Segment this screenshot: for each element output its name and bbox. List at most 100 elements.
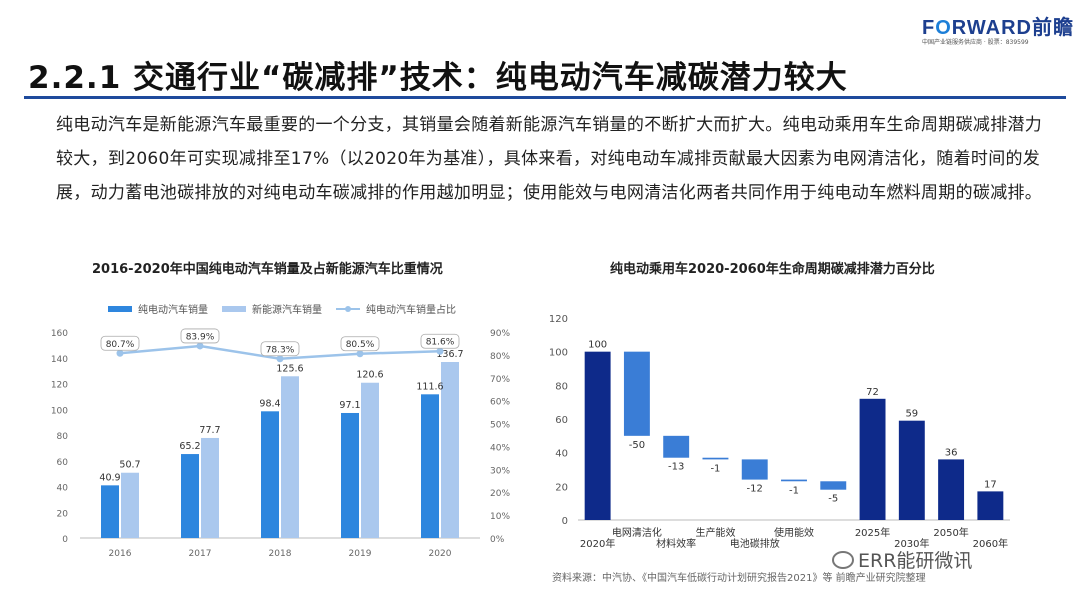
share-label-box bbox=[180, 328, 220, 344]
y2-tick-label: 40% bbox=[490, 443, 510, 453]
legend-label: 新能源汽车销量 bbox=[252, 303, 322, 316]
bar-value-label: 17 bbox=[984, 479, 997, 490]
reduction-bar bbox=[741, 459, 768, 480]
nev-bar bbox=[201, 437, 219, 538]
logo-subtitle: 中国产业链服务供应商 · 股票：839599 bbox=[922, 39, 1029, 46]
bar-value-label: -13 bbox=[668, 462, 684, 473]
share-value-label: 80.7% bbox=[106, 340, 135, 350]
y2-tick-label: 0% bbox=[490, 535, 505, 545]
total-bar bbox=[977, 491, 1004, 520]
wechat-icon bbox=[832, 550, 854, 569]
y2-tick-label: 30% bbox=[490, 466, 510, 476]
chart1-title: 2016-2020年中国纯电动汽车销量及占新能源汽车比重情况 bbox=[92, 262, 443, 277]
reduction-bar bbox=[663, 435, 690, 458]
bev-bar bbox=[261, 411, 279, 538]
y2-tick-label: 80% bbox=[490, 352, 510, 362]
share-point bbox=[276, 355, 284, 363]
bev-value-label: 40.9 bbox=[99, 472, 120, 483]
y-tick-label: 20 bbox=[57, 509, 69, 519]
y-tick-label: 40 bbox=[57, 484, 69, 494]
y-tick-label: 0 bbox=[562, 516, 568, 527]
y-tick-label: 100 bbox=[51, 406, 68, 416]
chart2-title: 纯电动乘用车2020-2060年生命周期碳减排潜力百分比 bbox=[610, 262, 935, 277]
x-tick-label: 2018 bbox=[269, 549, 292, 559]
reduction-bar bbox=[820, 481, 847, 490]
nev-value-label: 125.6 bbox=[276, 363, 303, 374]
bar-value-label: -1 bbox=[710, 463, 720, 474]
bev-bar bbox=[181, 454, 199, 538]
share-label-box bbox=[100, 335, 140, 351]
legend-marker bbox=[345, 306, 351, 312]
y2-tick-label: 60% bbox=[490, 398, 510, 408]
page-title: 2.2.1 交通行业“碳减排”技术：纯电动汽车减碳潜力较大 bbox=[28, 60, 848, 96]
x-tick-label: 电网清洁化 bbox=[612, 526, 662, 539]
y-tick-label: 60 bbox=[555, 415, 568, 426]
share-value-label: 81.6% bbox=[426, 338, 455, 348]
bar-value-label: -1 bbox=[789, 485, 799, 496]
share-point bbox=[436, 347, 444, 355]
total-bar bbox=[938, 459, 965, 520]
bar-value-label: -12 bbox=[747, 484, 763, 495]
y-tick-label: 120 bbox=[549, 314, 568, 325]
bar-value-label: 100 bbox=[588, 340, 607, 351]
reduction-bar bbox=[623, 351, 650, 436]
share-value-label: 83.9% bbox=[186, 332, 215, 342]
y-tick-label: 80 bbox=[57, 432, 69, 442]
nev-value-label: 136.7 bbox=[436, 349, 463, 360]
y2-tick-label: 90% bbox=[490, 329, 510, 339]
legend-label: 纯电动汽车销量 bbox=[138, 303, 208, 316]
y2-tick-label: 50% bbox=[490, 421, 510, 431]
nev-bar bbox=[281, 376, 299, 538]
share-label-box bbox=[260, 341, 300, 357]
reduction-bar bbox=[702, 457, 729, 460]
y-tick-label: 0 bbox=[62, 535, 68, 545]
x-tick-label: 2020 bbox=[429, 549, 452, 559]
nev-bar bbox=[441, 361, 459, 538]
x-tick-label: 2019 bbox=[349, 549, 372, 559]
x-tick-label: 材料效率 bbox=[656, 537, 696, 550]
x-tick-label: 2050年 bbox=[933, 526, 968, 539]
x-tick-label: 2030年 bbox=[894, 537, 929, 550]
y-tick-label: 160 bbox=[51, 329, 68, 339]
nev-value-label: 50.7 bbox=[119, 460, 140, 471]
nev-value-label: 77.7 bbox=[199, 425, 220, 436]
nev-value-label: 120.6 bbox=[356, 370, 383, 381]
y-tick-label: 140 bbox=[51, 355, 68, 365]
bev-sales-chart: 纯电动汽车销量 新能源汽车销量 纯电动汽车销量占比 0 20 40 60 80 100 120 14… bbox=[51, 303, 511, 559]
bev-value-label: 97.1 bbox=[339, 400, 360, 411]
share-label-box bbox=[420, 333, 460, 349]
y-tick-label: 120 bbox=[51, 381, 68, 391]
total-bar bbox=[859, 398, 886, 520]
y-tick-label: 60 bbox=[57, 458, 69, 468]
share-point bbox=[196, 342, 204, 350]
carbon-waterfall-chart: 0 20 40 60 80 100 120 100 2020年 -50 电网清洁化 -13 材料效率 -1… bbox=[549, 314, 1010, 550]
bar-value-label: 36 bbox=[945, 447, 958, 458]
total-bar bbox=[898, 420, 925, 520]
x-tick-label: 2020年 bbox=[580, 537, 615, 550]
x-tick-label: 2017 bbox=[189, 549, 212, 559]
reduction-bar bbox=[781, 479, 807, 482]
x-tick-label: 2016 bbox=[109, 549, 132, 559]
y-tick-label: 40 bbox=[555, 449, 568, 460]
bar-value-label: 72 bbox=[866, 387, 879, 398]
source-note: 资料来源：中汽协、《中国汽车低碳行动计划研究报告2021》等 前瞻产业研究院整理 bbox=[552, 573, 926, 584]
y2-tick-label: 70% bbox=[490, 375, 510, 385]
bev-bar bbox=[421, 394, 439, 538]
nev-bar bbox=[361, 382, 379, 538]
bev-bar bbox=[101, 485, 119, 538]
intro-paragraph: 纯电动汽车是新能源汽车最重要的一个分支，其销量会随着新能源汽车销量的不断扩大而扩… bbox=[56, 115, 1043, 203]
x-tick-label: 生产能效 bbox=[695, 526, 735, 539]
bar-value-label: -50 bbox=[629, 440, 645, 451]
y2-tick-label: 10% bbox=[490, 512, 510, 522]
brand-logo: FORWARD前瞻 中国产业链服务供应商 · 股票：839599 bbox=[922, 17, 1074, 46]
share-value-label: 80.5% bbox=[346, 340, 375, 350]
share-point bbox=[356, 350, 364, 358]
title-divider bbox=[24, 96, 1066, 99]
y-tick-label: 20 bbox=[555, 482, 568, 493]
bar-value-label: -5 bbox=[828, 494, 838, 505]
y2-tick-label: 20% bbox=[490, 489, 510, 499]
legend-swatch bbox=[222, 306, 246, 312]
bev-value-label: 65.2 bbox=[179, 441, 200, 452]
x-tick-label: 使用能效 bbox=[774, 526, 814, 539]
share-point bbox=[116, 349, 124, 357]
